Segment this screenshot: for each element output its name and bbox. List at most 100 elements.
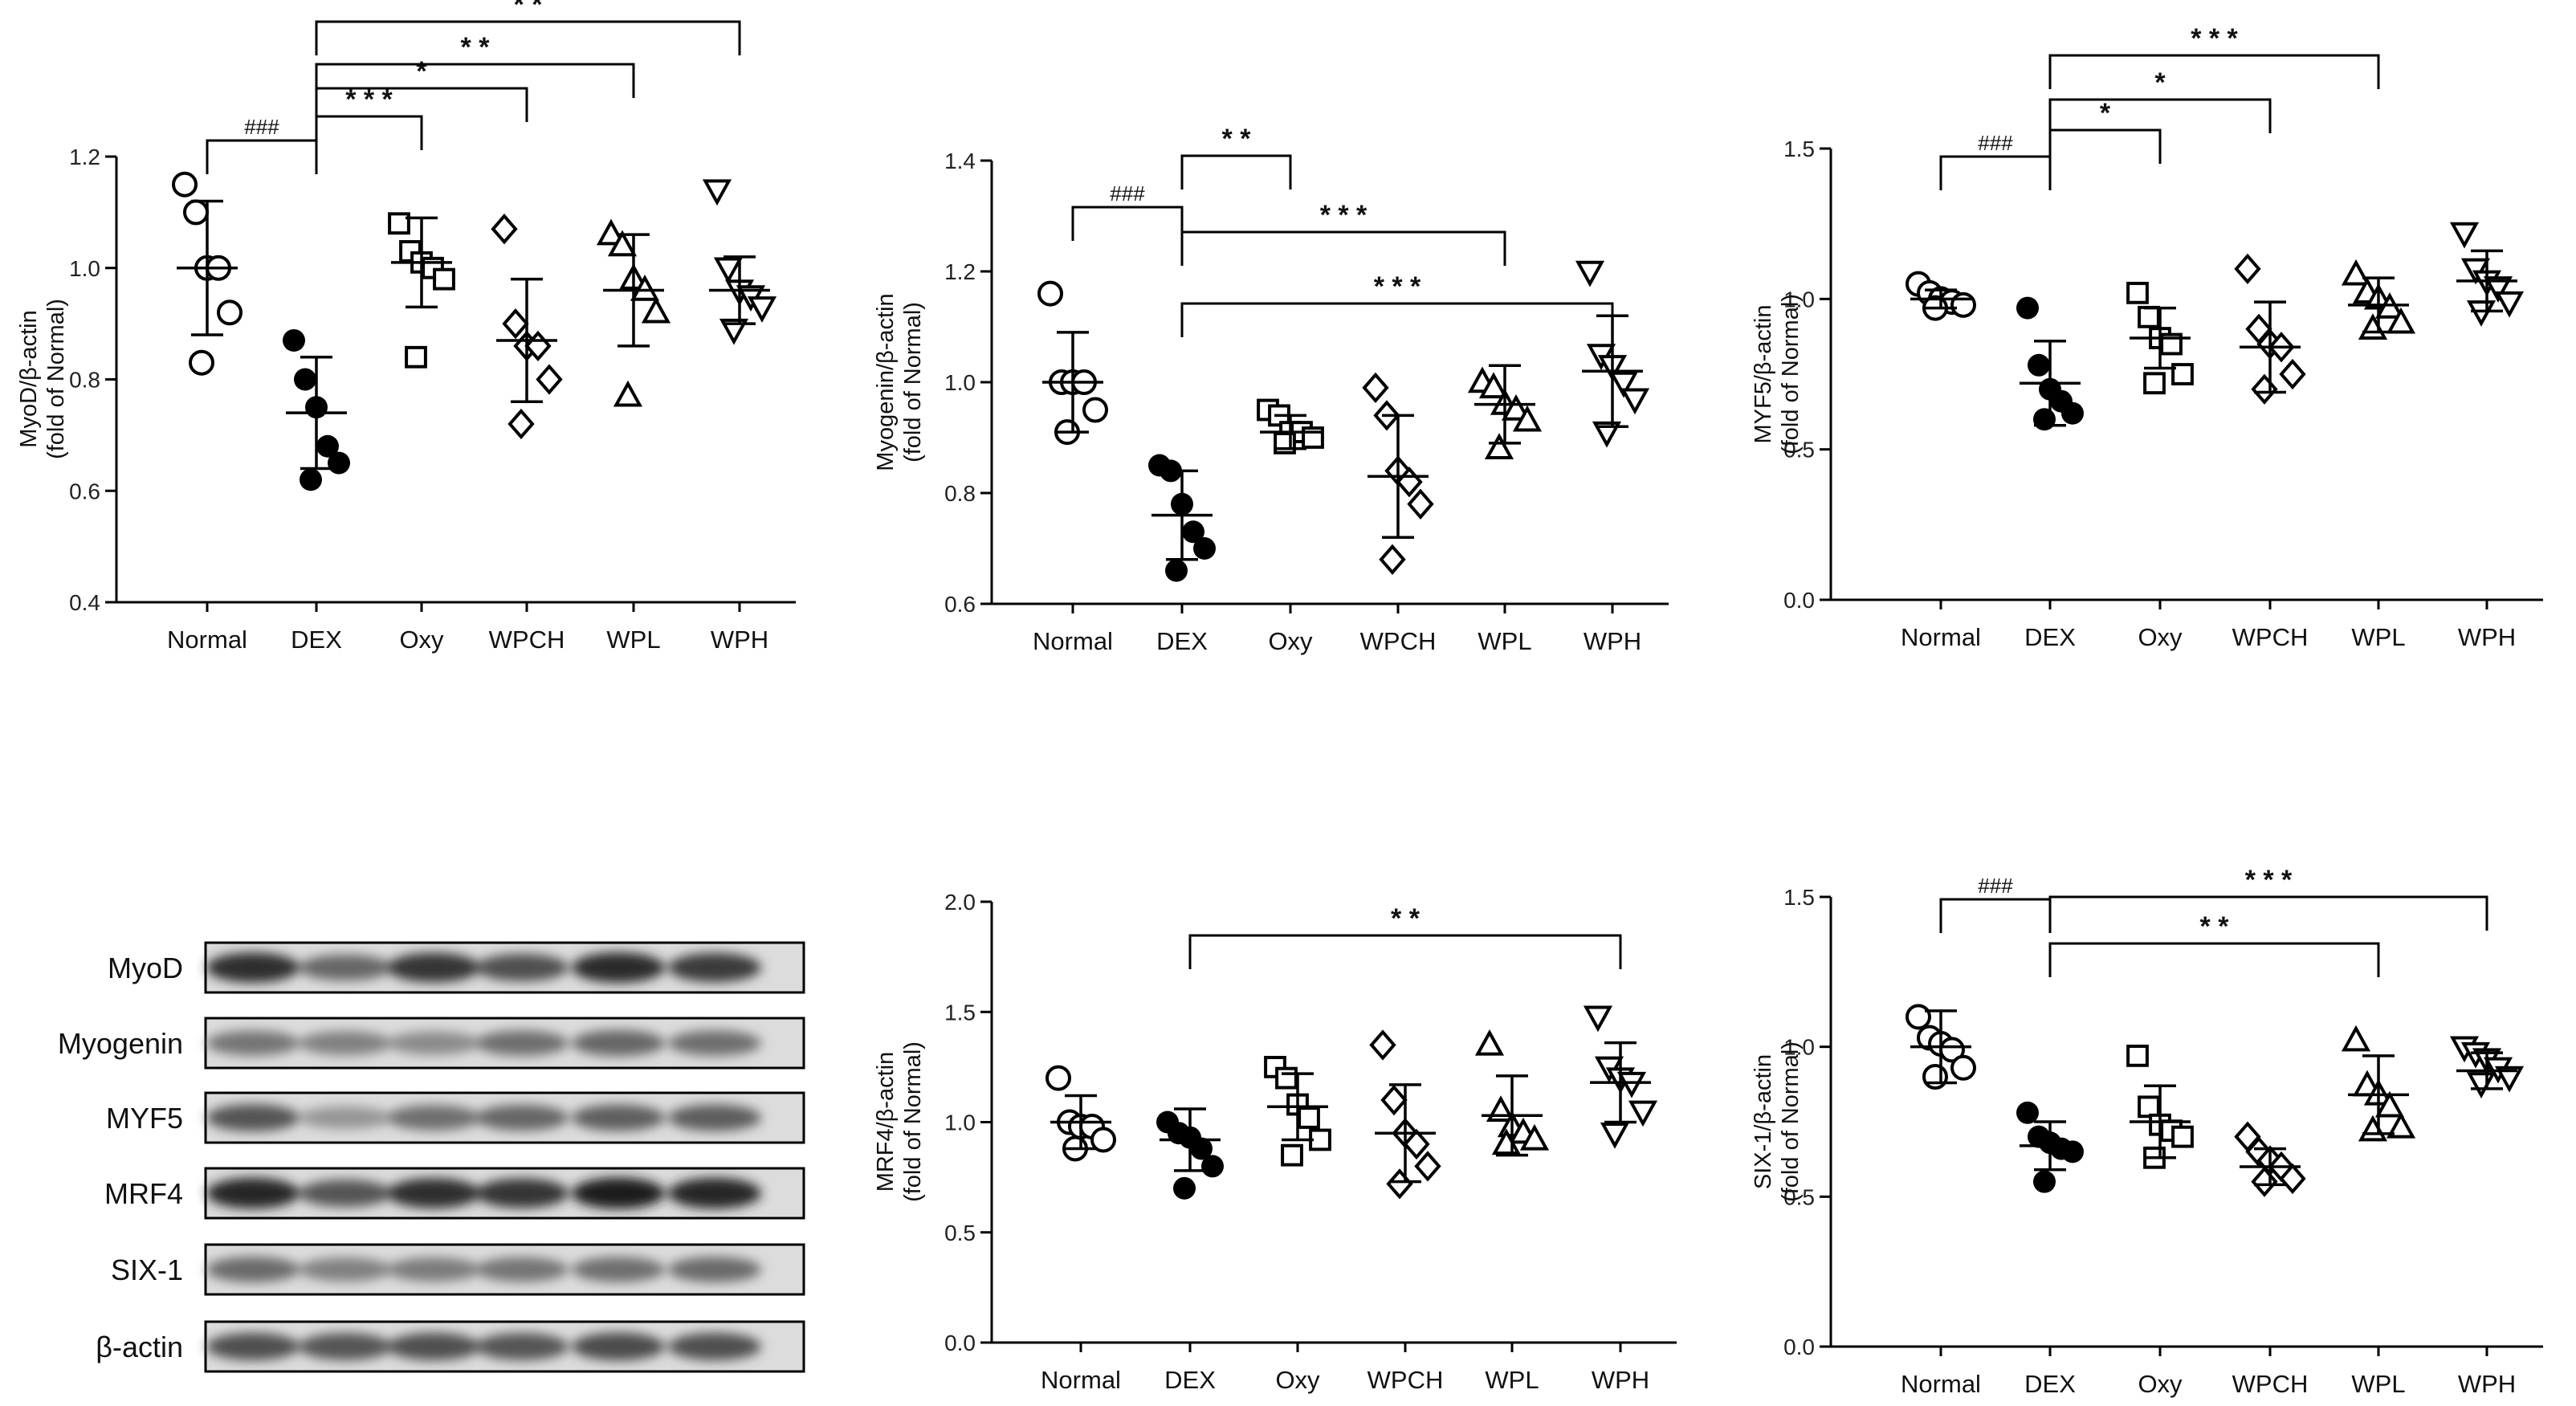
significance-bracket [1180,230,1506,266]
point-circle-open [1082,397,1108,423]
x-tick-label: WPCH [1367,1366,1444,1394]
blot-lanes [206,1104,761,1131]
point-circle-open [217,300,243,326]
blot-band [299,1180,392,1207]
point-triangle-up-open [2341,1025,2371,1052]
point-square-open [433,267,455,291]
point-triangle-down-open [2494,1066,2525,1093]
x-tick-label: WPH [1584,627,1641,655]
significance-bracket [2048,942,2380,977]
y-tick-label: 1.5 [1783,137,1815,161]
point-circle-open [1045,1065,1071,1091]
x-tick-label: WPCH [2232,1370,2309,1398]
blot-label: MyoD [108,952,183,984]
blot-band [668,1104,761,1131]
point-square-open [2126,1044,2149,1067]
point-triangle-down-open [702,179,732,206]
y-tick-label: 1.0 [69,256,100,281]
point-triangle-up-open [641,296,671,324]
point-diamond-open [1386,1168,1413,1200]
x-tick-label: Oxy [399,626,444,654]
point-triangle-up-open [1484,433,1514,459]
point-diamond-open [2279,1163,2306,1195]
point-triangle-up-open [607,230,638,257]
significance-label: ### [1978,131,2013,155]
point-triangle-down-open [2494,291,2525,318]
point-diamond-open [2251,373,2278,405]
blot-lanes [206,1029,761,1057]
blot-band [387,1178,480,1208]
significance-label: * * * [2191,23,2238,54]
point-triangle-up-open [596,218,626,246]
y-tick-label: 0.8 [69,368,100,393]
significance-label: * * [461,32,491,63]
point-triangle-down-open [1575,260,1605,287]
significance-bracket [1180,154,1292,190]
significance-label: * * [1222,124,1252,154]
blot-lanes [206,1177,761,1209]
point-square-open [405,345,427,369]
significance-bracket [315,20,741,55]
significance-label: * * [1391,903,1420,934]
x-tick-label: Oxy [1268,627,1313,655]
point-triangle-up-open [613,380,643,407]
blot-band [668,1257,761,1282]
point-circle-filled [283,328,305,352]
x-tick-label: DEX [2024,1370,2076,1398]
blot-band [206,952,300,983]
point-triangle-down-open [2466,1072,2497,1099]
point-triangle-up-open [1512,405,1543,432]
point-diamond-open [1414,1151,1441,1182]
x-tick-label: Oxy [2138,623,2183,651]
y-tick-label: 0.0 [1783,588,1815,613]
y-tick-label: 0.4 [69,590,100,615]
point-circle-filled [1173,1176,1196,1200]
blot-band [668,952,761,983]
significance-bracket [206,139,318,174]
significance-label: * [2154,67,2166,98]
blot-band [299,1257,392,1282]
blot-band [572,1257,665,1282]
significance-label: * * [514,0,544,20]
significance-label: ### [1110,181,1145,206]
point-triangle-down-open [713,257,744,284]
point-diamond-open [1379,544,1406,575]
point-square-open [1281,1143,1303,1167]
blot-band [668,1332,761,1361]
blot-label: β-actin [96,1331,183,1363]
panel-myf5: 0.0 0.5 1.0 1.5 Normal DEX Oxy WPCH WPL WPH MYF5/β… [1751,0,2543,651]
x-tick-label: WPL [2351,623,2405,651]
blot-lanes [206,952,761,983]
point-triangle-up-open [1519,1123,1550,1151]
point-circle-open [1906,1004,1931,1030]
point-triangle-down-open [1620,388,1650,415]
panel-western-blot: MyoD Myogenin MYF5 MRF4 SIX-1 β-actin [58,941,805,1373]
x-tick-label: WPL [606,626,660,654]
y-axis-label: Myogenin/β-actin(fold of Normal) [873,293,926,471]
y-tick-label: 0.0 [944,1331,976,1355]
point-triangle-up-open [1501,393,1531,421]
point-diamond-open [2279,358,2306,390]
point-triangle-down-open [747,296,777,323]
point-circle-filled [2033,408,2056,431]
point-triangle-down-open [719,318,749,345]
significance-bracket [1071,206,1184,241]
significance-bracket [2048,54,2380,89]
point-circle-open [1922,1064,1948,1090]
point-square-open [2138,1095,2160,1119]
blot-band [299,1333,392,1360]
point-diamond-open [491,214,518,245]
point-square-open [1275,1066,1298,1090]
x-tick-label: WPH [1592,1366,1649,1394]
x-tick-label: WPL [1478,627,1531,655]
point-square-open [2138,305,2160,328]
point-triangle-up-open [2358,313,2388,340]
point-circle-open [172,171,198,198]
significance-label: * [2100,98,2111,128]
point-circle-open [1037,280,1063,307]
point-circle-filled [1193,537,1216,560]
point-diamond-open [1403,1128,1430,1160]
point-circle-open [1950,1054,1976,1081]
x-tick-label: WPCH [489,626,565,654]
point-triangle-down-open [2449,222,2480,249]
